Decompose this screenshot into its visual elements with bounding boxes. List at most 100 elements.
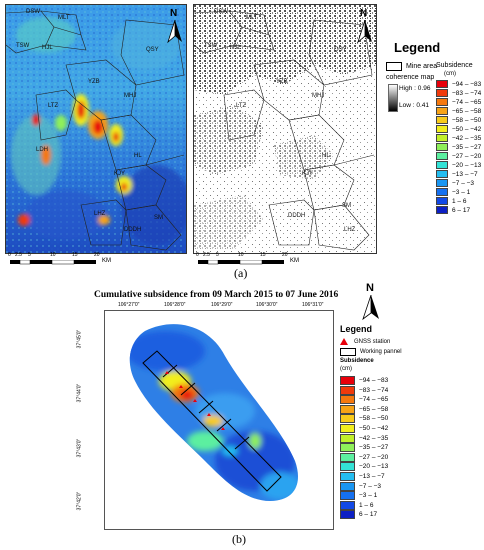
legend-class-label: −74 – −65: [359, 396, 389, 404]
legend-swatch: [340, 443, 355, 453]
legend-swatch: [436, 206, 448, 214]
zone-label: DSW: [26, 9, 40, 15]
legend-class-item: −35 – −27: [436, 143, 481, 151]
scale-tick: 2.5: [203, 252, 210, 258]
legend-class-item: −50 – −42: [340, 424, 388, 433]
zone-label: HL: [322, 153, 330, 159]
legend-class-label: −50 – −42: [359, 425, 389, 432]
legend-swatch: [340, 481, 355, 491]
zone-label: HJL: [230, 45, 241, 51]
legend-swatch: [436, 107, 448, 115]
legend-swatch: [436, 188, 448, 196]
legend-class-item: −83 – −74: [436, 89, 481, 97]
north-arrow-icon: [167, 20, 182, 44]
legend-class-item: −7 – −3: [340, 481, 382, 491]
legend-swatch: [436, 152, 448, 160]
legend-class-label: −35 – −27: [452, 143, 482, 151]
zone-label: HL: [134, 153, 142, 159]
north-arrow-left: N: [166, 8, 184, 44]
legend-swatch: [340, 500, 355, 510]
north-label: N: [366, 282, 374, 294]
legend-swatch: [436, 143, 448, 151]
zone-label: LHZ: [344, 227, 356, 233]
legend-class-label: −42 – −35: [359, 434, 389, 442]
coherence-ramp: [388, 84, 398, 112]
zone-label: TSW: [204, 43, 218, 49]
zone-label: QSY: [146, 47, 159, 53]
zone-label: YZB: [276, 79, 288, 85]
zone-label: KJY: [302, 171, 314, 177]
legend-class-item: −7 – −3: [436, 179, 474, 187]
legend-swatch: [340, 395, 355, 405]
zone-label: KJY: [114, 171, 126, 177]
legend-class-label: −65 – −58: [452, 107, 482, 115]
north-arrow-right: N: [356, 8, 374, 44]
legend-swatch: [436, 161, 448, 169]
legend-class-item: −58 – −50: [340, 414, 389, 424]
lat-tick: 37°44'0": [76, 383, 83, 403]
legend-class-label: −58 – −50: [452, 116, 482, 124]
legend-class-item: −3 – 1: [340, 491, 378, 501]
legend-swatch: [436, 197, 448, 205]
lat-tick: 37°45'0": [76, 329, 83, 349]
north-arrow-icon: [362, 295, 379, 321]
legend-class-item: −74 – −65: [436, 98, 481, 106]
legend-class-label: −3 – 1: [452, 188, 471, 196]
zone-label: MLT: [58, 15, 70, 21]
legend-class-item: −94 – −83: [340, 376, 388, 385]
legend-class-item: 1 – 6: [436, 197, 466, 205]
legend-class-label: 1 – 6: [452, 197, 467, 205]
subsidence-map-b: [104, 310, 334, 530]
legend-label: High : 0.96: [399, 85, 431, 92]
caption-b: (b): [232, 532, 246, 546]
scale-tick: 0: [196, 252, 199, 258]
zone-label: DSW: [214, 9, 228, 15]
scale-tick: 5: [216, 252, 219, 258]
scalebar-graphic: [198, 260, 284, 265]
legend-class-item: −20 – −13: [436, 161, 481, 169]
lon-tick: 106°29'0": [211, 302, 233, 308]
legend-class-label: −13 – −7: [452, 170, 478, 178]
legend-swatch: [340, 424, 355, 433]
legend-class-label: −27 – −20: [452, 152, 482, 160]
legend-class-label: −58 – −50: [359, 415, 389, 423]
legend-class-label: −7 – −3: [359, 482, 382, 490]
scale-unit: KM: [290, 258, 299, 264]
legend-swatch: [436, 170, 448, 178]
legend-label: (cm): [444, 71, 456, 77]
legend-class-label: −3 – 1: [359, 492, 378, 500]
legend-class-item: 6 – 17: [340, 510, 377, 520]
legend-class-item: −42 – −35: [436, 134, 481, 142]
lon-tick: 106°27'0": [118, 302, 140, 308]
legend-class-item: −13 – −7: [436, 170, 478, 178]
zone-label: TSW: [16, 43, 30, 49]
scale-tick: 5: [28, 252, 31, 258]
legend-swatch: [340, 452, 355, 462]
scale-tick: 15: [72, 252, 78, 258]
legend-label: coherence map: [386, 74, 435, 81]
scale-tick: 20: [94, 252, 100, 258]
legend-label: GNSS station: [354, 338, 391, 345]
legend-title: Legend: [340, 324, 373, 334]
legend-swatch: [436, 116, 448, 124]
north-arrow-b: N: [360, 282, 382, 322]
north-label: N: [170, 8, 178, 19]
legend-swatch: [340, 491, 355, 501]
coherence-map-a: DSW MLT TSW HJL QSY LTZ MHJ YZB HL KJY S…: [193, 4, 377, 254]
legend-swatch: [340, 414, 355, 424]
legend-swatch: [436, 80, 448, 88]
map-title-b: Cumulative subsidence from 09 March 2015…: [94, 290, 339, 300]
zone-label: DDDH: [288, 213, 306, 219]
zone-label: LTZ: [48, 103, 59, 109]
legend-item-mine-area: Mine area: [386, 62, 437, 71]
legend-label: Working pannel: [360, 349, 402, 355]
legend-class-item: −58 – −50: [436, 116, 481, 124]
scalebar-right: 0 2.5 5 10 15 20 KM: [194, 252, 334, 268]
zone-label: YZB: [88, 79, 100, 85]
legend-class-item: −27 – −20: [340, 452, 388, 462]
zone-label: MHJ: [124, 93, 137, 99]
legend-class-item: −65 – −58: [340, 404, 388, 414]
legend-swatch: [436, 98, 448, 106]
zone-label: LDH: [36, 147, 49, 153]
legend-class-label: −13 – −7: [359, 473, 385, 480]
